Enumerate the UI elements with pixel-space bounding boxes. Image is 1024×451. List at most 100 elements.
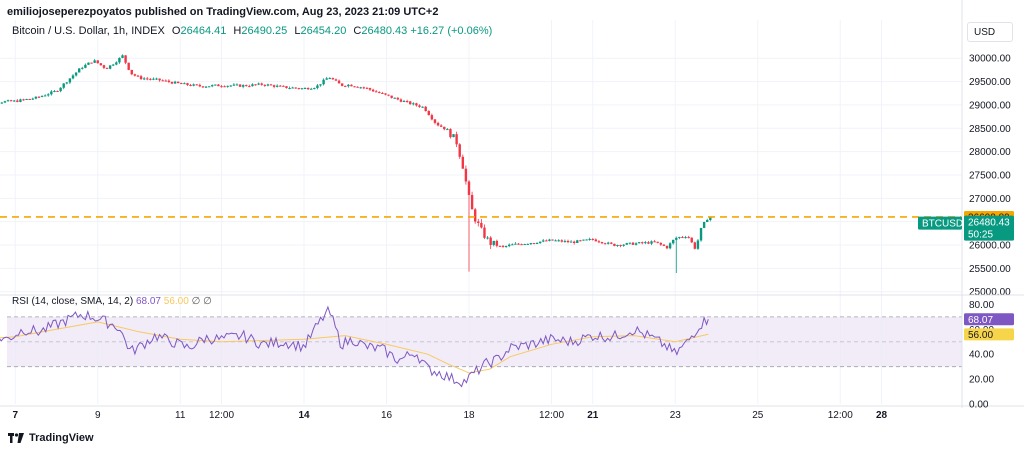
candle-body xyxy=(288,87,291,89)
candle-body xyxy=(696,240,700,249)
candle-body xyxy=(334,79,338,81)
rsi-line xyxy=(0,305,709,388)
candle-body xyxy=(204,86,208,88)
tradingview-logo-icon xyxy=(8,433,24,443)
candle-body xyxy=(371,89,375,92)
x-tick-label: 9 xyxy=(95,410,101,421)
candle-body xyxy=(115,62,118,65)
candle-body xyxy=(702,222,706,228)
x-tick-label: 25 xyxy=(752,410,764,421)
candle-body xyxy=(641,242,644,244)
price-tick-label: 29000.00 xyxy=(969,100,1011,111)
symbol-tag-bg xyxy=(918,216,962,230)
candle-body xyxy=(523,244,526,246)
candle-body xyxy=(424,106,427,112)
candle-body xyxy=(74,72,78,76)
candle-body xyxy=(170,81,174,84)
candle-body xyxy=(350,84,353,87)
candle-body xyxy=(84,64,87,68)
candle-body xyxy=(50,91,53,95)
candle-body xyxy=(390,95,393,98)
candle-body xyxy=(538,241,542,244)
price-tick-label: 26000.00 xyxy=(969,241,1011,252)
candle-body xyxy=(480,222,483,228)
candle-body xyxy=(616,245,619,247)
candle-body xyxy=(566,240,570,243)
candle-body xyxy=(77,68,81,73)
candle-body xyxy=(180,83,183,85)
candle-body xyxy=(248,86,251,88)
candle-body xyxy=(384,93,387,95)
candle-body xyxy=(31,98,34,100)
candle-body xyxy=(232,84,236,86)
candle-body xyxy=(217,84,220,87)
candle-body xyxy=(275,85,279,87)
x-tick-label: 12:00 xyxy=(539,410,564,421)
close-value: 26480.43 xyxy=(361,25,408,37)
candle-body xyxy=(489,237,492,245)
candle-body xyxy=(269,84,273,86)
rsi-flags: ∅ ∅ xyxy=(191,296,212,307)
candle-body xyxy=(585,239,588,241)
candle-body xyxy=(139,76,143,80)
candle-body xyxy=(105,67,109,69)
candle-body xyxy=(396,97,400,100)
candle-body xyxy=(356,86,359,88)
candle-body xyxy=(399,99,403,102)
candle-body xyxy=(158,78,161,81)
candle-body xyxy=(681,237,684,239)
candle-body xyxy=(554,240,557,242)
candle-body xyxy=(452,134,455,138)
candle-body xyxy=(189,85,192,87)
rsi-tick-label: 20.00 xyxy=(969,375,994,386)
rsi-title: RSI (14, close, SMA, 14, 2) xyxy=(12,296,134,307)
candle-body xyxy=(477,221,480,223)
currency-button[interactable]: USD xyxy=(967,22,1013,42)
candle-body xyxy=(501,245,505,247)
candle-body xyxy=(464,168,468,182)
candle-body xyxy=(226,85,229,87)
axes: 7 9 11 12:00 14 16 18 12:00 21 23 25 12:00 28 30000.0… xyxy=(0,0,1024,421)
candle-body xyxy=(3,101,7,103)
candle-body xyxy=(127,62,130,70)
candle-body xyxy=(297,88,301,90)
candle-body xyxy=(458,144,461,157)
candle-body xyxy=(192,84,195,86)
last-price-tag: 26480.43 xyxy=(968,218,1010,229)
candle-body xyxy=(28,98,31,100)
candle-body xyxy=(409,101,412,105)
countdown-tag: 50:25 xyxy=(968,230,993,241)
candle-body xyxy=(529,243,533,245)
candle-body xyxy=(13,100,16,102)
candle-body xyxy=(467,181,471,195)
candle-body xyxy=(473,209,477,222)
x-tick-label: 11 xyxy=(175,410,186,421)
candle-body xyxy=(545,240,548,242)
candle-body xyxy=(560,240,564,242)
candle-body xyxy=(393,97,396,99)
candle-body xyxy=(579,240,582,242)
candle-body xyxy=(121,55,124,58)
candle-body xyxy=(486,237,489,239)
candle-body xyxy=(71,75,75,79)
candle-body xyxy=(214,84,217,86)
x-tick-label: 18 xyxy=(463,410,475,421)
candle-body xyxy=(68,78,72,83)
candle-body xyxy=(656,241,659,243)
candle-body xyxy=(201,86,205,88)
tradingview-brand: TradingView xyxy=(29,432,94,444)
candle-body xyxy=(291,87,294,89)
price-tick-label: 27500.00 xyxy=(969,170,1011,181)
candle-body xyxy=(535,243,539,245)
candle-body xyxy=(520,244,523,246)
candle-body xyxy=(684,237,687,239)
candle-body xyxy=(625,243,628,245)
candle-body xyxy=(492,240,495,245)
x-tick-label: 7 xyxy=(12,410,18,421)
symbol-title: Bitcoin / U.S. Dollar, 1h, INDEX xyxy=(12,25,165,37)
rsi-sma-value: 56.00 xyxy=(163,296,189,307)
candle-body xyxy=(96,60,99,64)
candle-body xyxy=(402,101,406,103)
low-value: 26454.20 xyxy=(300,25,347,37)
